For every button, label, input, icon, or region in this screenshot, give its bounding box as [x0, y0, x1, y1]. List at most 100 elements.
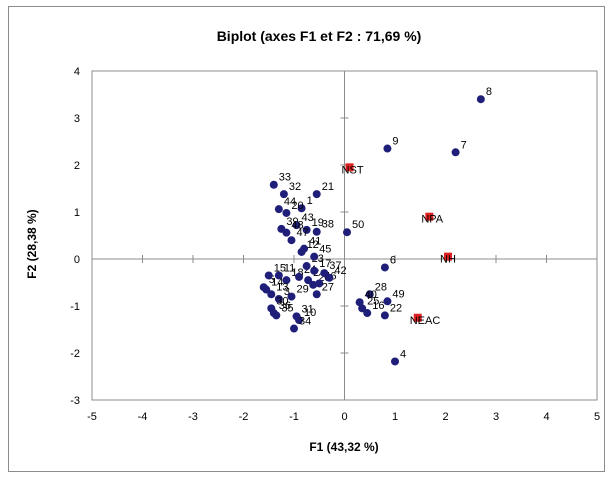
y-tick-label: -1	[70, 301, 80, 313]
observation-label: 9	[392, 136, 398, 148]
observation-label: 38	[322, 219, 334, 231]
observation-label: 10	[304, 307, 316, 319]
observation-point	[451, 148, 460, 157]
observation-label: 3	[284, 286, 290, 298]
observation-label: 17	[319, 258, 331, 270]
observation-point	[312, 190, 321, 199]
y-tick-label: -3	[70, 395, 80, 407]
observation-label: 49	[392, 288, 404, 300]
x-tick-label: 1	[392, 411, 398, 423]
observation-label: 21	[322, 181, 334, 193]
observation-point	[358, 304, 367, 313]
observation-point	[380, 311, 389, 320]
observation-point	[292, 221, 301, 230]
observation-point	[363, 309, 372, 318]
y-tick-label: 1	[74, 207, 80, 219]
observation-label: 4	[400, 348, 406, 360]
variable-label: NST	[342, 164, 364, 176]
observation-point	[279, 190, 288, 199]
observation-point	[383, 144, 392, 153]
observation-label: 35	[281, 302, 293, 314]
observation-label: 11	[284, 262, 295, 274]
observation-point	[269, 180, 278, 189]
observation-label: 8	[486, 86, 492, 98]
observation-label: 16	[372, 300, 384, 312]
observation-label: 31	[302, 303, 314, 315]
observation-point	[315, 279, 324, 288]
observation-label: 22	[390, 302, 402, 314]
y-tick-label: -2	[70, 348, 80, 360]
observation-label: 42	[334, 265, 346, 277]
observation-point	[295, 272, 304, 281]
x-axis-title: F1 (43,32 %)	[309, 440, 378, 454]
observation-point	[391, 357, 399, 366]
observation-point	[304, 276, 313, 285]
variable-point	[425, 212, 434, 221]
chart-title: Biplot (axes F1 et F2 : 71,69 %)	[217, 28, 422, 44]
observation-point	[282, 228, 291, 237]
y-tick-label: 0	[74, 254, 80, 266]
observation-label: 5	[269, 274, 275, 286]
observation-point	[282, 208, 291, 217]
observation-label: 12	[307, 239, 319, 251]
observation-point	[282, 276, 291, 285]
observation-point	[355, 298, 364, 307]
observation-label: 15	[274, 262, 286, 274]
observation-point	[302, 262, 311, 271]
observation-label: 23	[312, 253, 324, 265]
observation-point	[287, 292, 296, 301]
observation-label: 43	[302, 212, 314, 224]
observation-point	[274, 294, 283, 303]
observation-label: 27	[322, 281, 334, 293]
x-tick-label: -4	[138, 411, 148, 423]
variable-label: NH	[440, 254, 456, 266]
observation-label: 25	[367, 295, 379, 307]
observation-label: 44	[284, 196, 296, 208]
observation-point	[365, 290, 374, 299]
x-tick-label: 4	[543, 411, 549, 423]
observation-label: 48	[291, 220, 303, 232]
observation-point	[297, 204, 306, 213]
observation-label: 40	[365, 289, 377, 301]
observation-point	[320, 269, 329, 278]
observation-point	[267, 290, 276, 299]
observation-point	[302, 225, 311, 234]
observation-point	[383, 297, 392, 306]
observation-label: 33	[279, 172, 291, 184]
y-tick-label: 3	[74, 113, 80, 125]
observation-label: 28	[375, 281, 387, 293]
variable-point	[413, 313, 422, 322]
observation-label: 29	[296, 284, 308, 296]
variable-label: NEAC	[410, 315, 441, 327]
observation-point	[343, 228, 352, 237]
variable-label: NPA	[421, 214, 443, 226]
x-tick-label: -1	[289, 411, 299, 423]
biplot-chart: Biplot (axes F1 et F2 : 71,69 %) -5 -4 -3 -…	[25, 28, 600, 454]
observation-label: 30	[276, 295, 288, 307]
observation-label: 34	[299, 316, 311, 328]
observation-point	[380, 263, 389, 272]
observation-label: 36	[279, 300, 291, 312]
observation-point	[274, 205, 283, 214]
observation-label: 7	[461, 139, 467, 151]
y-tick-label: 2	[74, 160, 80, 172]
observation-label: 1	[307, 195, 313, 207]
x-tick-label: -5	[87, 411, 97, 423]
x-tick-label: -2	[239, 411, 249, 423]
observation-point	[295, 316, 304, 325]
observation-point	[272, 311, 281, 320]
observation-point	[309, 280, 318, 289]
variable-point	[345, 163, 354, 172]
y-axis-title: F2 (28,38 %)	[25, 209, 39, 278]
observation-label: 13	[276, 281, 288, 293]
observation-point	[297, 247, 306, 256]
x-tick-label: 0	[341, 411, 347, 423]
x-tick-label: -3	[188, 411, 198, 423]
observation-point	[476, 95, 485, 104]
observation-point	[290, 324, 298, 333]
observation-label: 6	[390, 254, 396, 266]
observation-point	[310, 266, 319, 275]
y-tick-label: 4	[74, 66, 80, 78]
